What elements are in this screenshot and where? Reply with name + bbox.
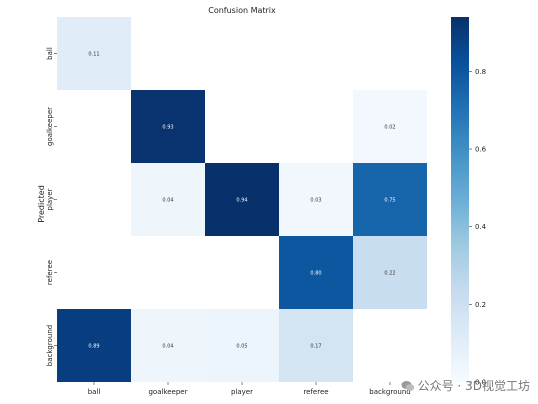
heatmap-cell bbox=[279, 309, 353, 382]
cell-value-label: 0.03 bbox=[310, 198, 321, 204]
cell-value-label: 0.89 bbox=[88, 344, 99, 350]
heatmap-cell bbox=[353, 163, 427, 236]
heatmap-cell bbox=[131, 90, 205, 163]
x-tick-label: referee bbox=[303, 388, 328, 396]
x-tick-label: player bbox=[231, 388, 253, 396]
colorbar-tick-label: 0.2 bbox=[475, 301, 486, 309]
heatmap-cell bbox=[279, 163, 353, 236]
heatmap-cell bbox=[57, 309, 131, 382]
watermark-text: 公众号 · 3D视觉工坊 bbox=[417, 379, 530, 393]
cell-value-label: 0.80 bbox=[310, 271, 321, 277]
cell-value-label: 0.11 bbox=[88, 52, 99, 58]
y-tick-label: ball bbox=[46, 47, 54, 60]
heatmap-cell bbox=[131, 309, 205, 382]
cell-value-label: 0.94 bbox=[236, 198, 247, 204]
colorbar-tick-label: 0.8 bbox=[475, 68, 486, 76]
colorbar-tick-label: 0.4 bbox=[475, 223, 487, 231]
chart-title: Confusion Matrix bbox=[208, 6, 276, 15]
colorbar-tick-label: 0.0 bbox=[475, 379, 486, 387]
heatmap-cell bbox=[353, 236, 427, 309]
y-tick-label: referee bbox=[46, 260, 54, 285]
y-tick-labels: ball goalkeeper player referee background bbox=[46, 47, 57, 366]
x-tick-label: ball bbox=[88, 388, 101, 396]
cell-value-label: 0.04 bbox=[162, 198, 173, 204]
x-tick-labels: ball goalkeeper player referee background bbox=[88, 382, 411, 396]
heatmap-cell bbox=[131, 163, 205, 236]
cell-value-label: 0.17 bbox=[310, 344, 321, 350]
x-tick-label: background bbox=[369, 388, 410, 396]
watermark: 公众号 · 3D视觉工坊 bbox=[401, 377, 530, 394]
cell-value-label: 0.22 bbox=[384, 271, 395, 277]
heatmap-cell bbox=[279, 236, 353, 309]
y-tick-label: player bbox=[46, 188, 54, 210]
colorbar: 0.0 0.2 0.4 0.6 0.8 bbox=[451, 17, 487, 387]
heatmap-cells: 0.11 0.93 0.02 0.04 0.94 0.03 0.75 0.80 0.22 0.89… bbox=[57, 17, 427, 382]
y-tick-label: background bbox=[46, 325, 54, 366]
cell-value-label: 0.02 bbox=[384, 125, 395, 131]
heatmap-cell bbox=[205, 163, 279, 236]
colorbar-tick-label: 0.6 bbox=[475, 146, 487, 154]
cell-value-label: 0.04 bbox=[162, 344, 173, 350]
cell-value-label: 0.93 bbox=[162, 125, 173, 131]
wechat-icon bbox=[401, 381, 414, 391]
y-axis-label: Predicted bbox=[37, 185, 46, 223]
x-tick-label: goalkeeper bbox=[148, 388, 187, 396]
cell-value-label: 0.75 bbox=[384, 198, 395, 204]
y-tick-label: goalkeeper bbox=[46, 107, 54, 146]
heatmap-cell bbox=[205, 309, 279, 382]
heatmap-cell bbox=[57, 17, 131, 90]
colorbar-gradient bbox=[451, 17, 469, 382]
cell-value-label: 0.05 bbox=[236, 344, 247, 350]
heatmap-cell bbox=[353, 90, 427, 163]
